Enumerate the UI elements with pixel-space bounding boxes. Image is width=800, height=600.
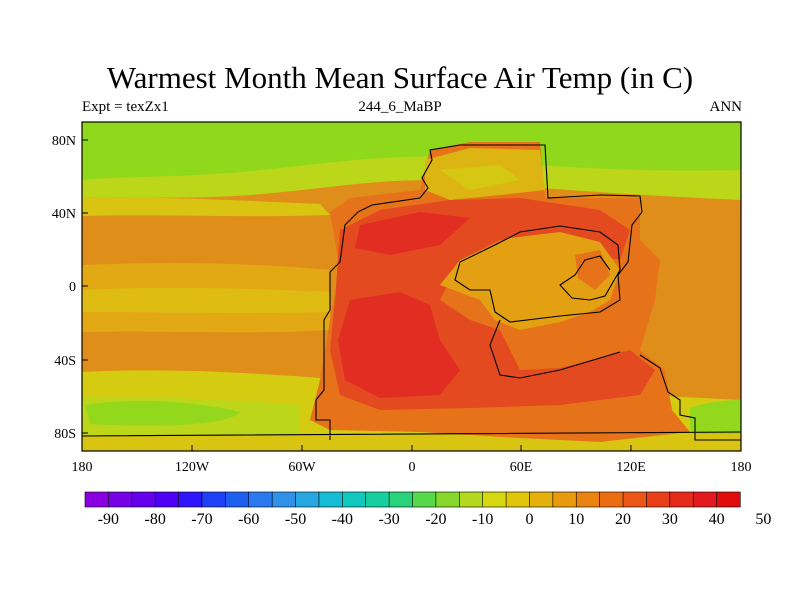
sea-island (575, 250, 610, 290)
colorbar-label: 40 (709, 511, 725, 528)
equatorial-core (82, 287, 330, 313)
colorbar-cell (646, 491, 671, 508)
north-polar-band (82, 122, 741, 180)
colorbar-label: -30 (378, 511, 399, 528)
colorbar-cell (365, 491, 390, 508)
colorbar-cell (201, 491, 226, 508)
colorbar-cell (552, 491, 577, 508)
south-polar-patch (85, 400, 240, 426)
very-hot-north (355, 212, 470, 255)
age-label: 244_6_MaBP (358, 99, 442, 115)
north-transition-band (82, 197, 330, 217)
colorbar-cell (84, 491, 109, 508)
x-tick-label: 180 (731, 460, 752, 475)
colorbar-cell (622, 491, 648, 508)
southeast-polar-patch (690, 400, 741, 441)
x-tick-label: 60W (288, 460, 316, 475)
coastline-outline (82, 144, 741, 441)
north-continent-cooler (440, 165, 520, 190)
period-label: ANN (709, 99, 743, 115)
colorbar-cell (692, 491, 718, 508)
colorbar-cell (178, 491, 203, 508)
y-tick-label: 40N (52, 207, 76, 222)
colorbar-cell (482, 491, 507, 508)
y-tick-label: 80N (52, 134, 76, 149)
colorbar-cell (716, 491, 741, 508)
colorbar-label: 10 (568, 511, 584, 528)
tethys-sea (440, 232, 620, 330)
colorbar: -90 -80 -70 -60 -50 -40 -30 -20 -10 0 10 20 30 40 50 (84, 491, 771, 528)
colorbar-label: -70 (191, 511, 212, 528)
colorbar-cell (458, 491, 484, 508)
colorbar-label: 50 (755, 511, 771, 528)
x-tick-label: 0 (409, 460, 416, 475)
temperature-field (82, 122, 741, 451)
colorbar-cell (599, 491, 624, 508)
y-tick-label: 0 (69, 280, 76, 295)
colorbar-cell (342, 491, 367, 508)
colorbar-label: -40 (332, 511, 353, 528)
colorbar-cell (271, 491, 297, 508)
map-title: Warmest Month Mean Surface Air Temp (in … (106, 60, 694, 95)
colorbar-cell (412, 491, 437, 508)
colorbar-cell (295, 491, 320, 508)
colorbar-cell (318, 491, 343, 508)
colorbar-cell (388, 491, 414, 508)
colorbar-cell (575, 491, 601, 508)
colorbar-cell (669, 491, 694, 508)
colorbar-label: -10 (472, 511, 493, 528)
colorbar-cell (529, 491, 554, 508)
colorbar-cell (108, 491, 133, 508)
y-tick-label: 40S (54, 354, 76, 369)
colorbar-cell (248, 491, 273, 508)
tick-marks (81, 139, 742, 451)
x-tick-label: 120W (175, 460, 210, 475)
colorbar-label: 30 (662, 511, 678, 528)
very-hot-south (338, 292, 460, 398)
colorbar-cell (154, 491, 180, 508)
colorbar-label: -90 (98, 511, 119, 528)
colorbar-label: -50 (285, 511, 306, 528)
colorbar-cell (435, 491, 460, 508)
colorbar-label: -60 (238, 511, 259, 528)
x-tick-label: 180 (72, 460, 93, 475)
colorbar-cell (225, 491, 250, 508)
colorbar-label: 20 (615, 511, 631, 528)
colorbar-label: -80 (145, 511, 166, 528)
x-tick-label: 120E (616, 460, 646, 475)
colorbar-label: -20 (425, 511, 446, 528)
y-tick-label: 80S (54, 427, 76, 442)
x-tick-label: 60E (510, 460, 533, 475)
experiment-label: Expt = texZx1 (82, 99, 169, 115)
colorbar-cell (505, 491, 531, 508)
colorbar-cell (131, 491, 156, 508)
colorbar-label: 0 (525, 511, 533, 528)
